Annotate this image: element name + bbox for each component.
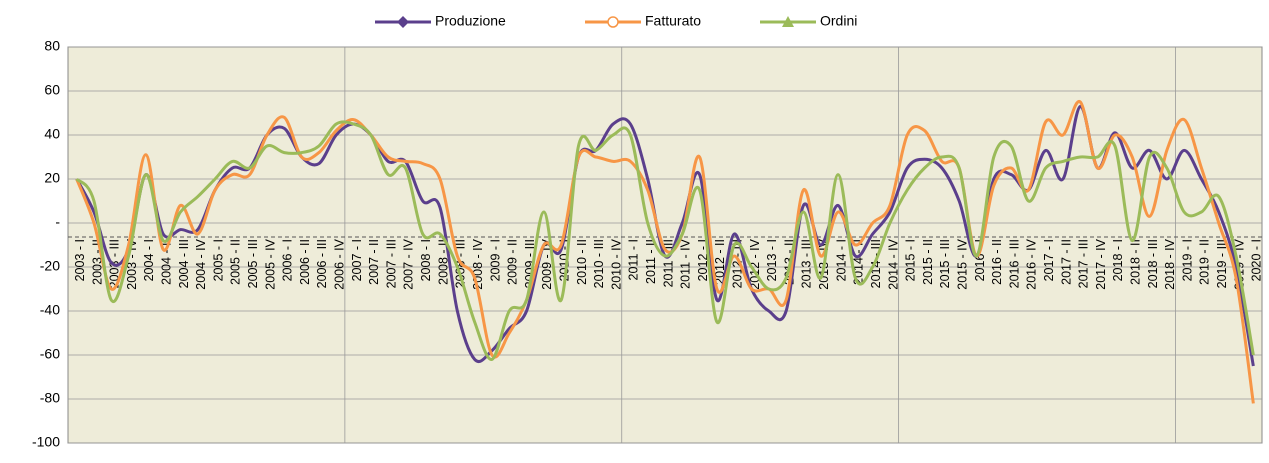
x-tick-label: 2016 - IV <box>1025 238 1039 289</box>
x-tick-label: 2010 - IV <box>609 238 623 289</box>
x-tick-label: 2018 - I <box>1111 239 1125 281</box>
x-tick-label: 2004 - IV <box>194 238 208 289</box>
y-tick-label: -40 <box>40 302 60 318</box>
x-tick-label: 2008 - I <box>419 239 433 281</box>
x-tick-label: 2018 - III <box>1146 239 1160 288</box>
x-tick-label: 2009 - I <box>488 239 502 281</box>
x-tick-label: 2016 - I <box>973 239 987 281</box>
x-tick-label: 2006 - IV <box>333 238 347 289</box>
x-tick-label: 2017 - I <box>1042 239 1056 281</box>
x-tick-label: 2005 - II <box>229 239 243 285</box>
x-tick-label: 2008 - IV <box>471 238 485 289</box>
x-tick-label: 2014 - I <box>834 239 848 281</box>
x-tick-label: 2011 - II <box>644 239 658 284</box>
x-tick-label: 2018 - II <box>1129 239 1143 285</box>
x-tick-label: 2006 - I <box>281 239 295 281</box>
y-tick-label: - <box>55 214 60 230</box>
x-tick-label: 2011 - IV <box>679 238 693 288</box>
y-tick-label: 20 <box>44 170 60 186</box>
x-tick-label: 2005 - IV <box>263 238 277 289</box>
legend-marker <box>397 16 409 28</box>
legend-marker <box>782 16 794 27</box>
x-tick-label: 2007 - III <box>384 239 398 288</box>
x-tick-label: 2003 - I <box>73 239 87 281</box>
x-tick-label: 2020 - I <box>1250 239 1264 281</box>
x-tick-label: 2005 - I <box>211 239 225 281</box>
x-tick-label: 2018 - IV <box>1163 238 1177 289</box>
y-tick-label: -100 <box>32 434 60 450</box>
legend-label: Produzione <box>435 13 506 29</box>
y-tick-label: -20 <box>40 258 60 274</box>
x-tick-label: 2019 - II <box>1198 239 1212 285</box>
y-tick-label: -60 <box>40 346 60 362</box>
x-tick-label: 2017 - III <box>1077 239 1091 288</box>
y-tick-label: 80 <box>44 38 60 54</box>
series-line <box>75 120 1255 361</box>
x-tick-label: 2010 - III <box>592 239 606 288</box>
x-tick-label: 2015 - III <box>938 239 952 288</box>
x-tick-label: 2007 - IV <box>402 238 416 289</box>
x-tick-label: 2014 - IV <box>886 238 900 289</box>
x-tick-label: 2017 - IV <box>1094 238 1108 289</box>
x-tick-label: 2011 - I <box>627 239 641 280</box>
x-tick-label: 2006 - II <box>298 239 312 285</box>
x-tick-label: 2016 - II <box>990 239 1004 285</box>
x-tick-label: 2009 - II <box>506 239 520 285</box>
x-tick-label: 2015 - IV <box>955 238 969 289</box>
x-tick-label: 2019 - I <box>1180 239 1194 281</box>
y-tick-label: -80 <box>40 390 60 406</box>
x-tick-label: 2004 - I <box>142 239 156 281</box>
x-tick-label: 2006 - III <box>315 239 329 288</box>
x-tick-label: 2016 - III <box>1007 239 1021 288</box>
x-tick-label: 2015 - I <box>904 239 918 281</box>
x-tick-label: 2017 - II <box>1059 239 1073 285</box>
x-tick-label: 2005 - III <box>246 239 260 288</box>
legend-marker <box>607 16 619 28</box>
x-tick-label: 2013 - III <box>800 239 814 288</box>
y-tick-label: 60 <box>44 82 60 98</box>
legend-label: Ordini <box>820 13 857 29</box>
x-tick-label: 2010 - II <box>575 239 589 285</box>
plot-area <box>67 46 1263 444</box>
series-line <box>75 104 1255 367</box>
legend-label: Fatturato <box>645 13 701 29</box>
y-tick-label: 40 <box>44 126 60 142</box>
x-tick-label: 2013 - I <box>765 239 779 281</box>
x-tick-label: 2004 - III <box>177 239 191 288</box>
x-tick-label: 2007 - II <box>367 239 381 285</box>
x-tick-label: 2015 - II <box>921 239 935 285</box>
x-tick-label: 2007 - I <box>350 239 364 281</box>
x-tick-label: 2019 - III <box>1215 239 1229 288</box>
